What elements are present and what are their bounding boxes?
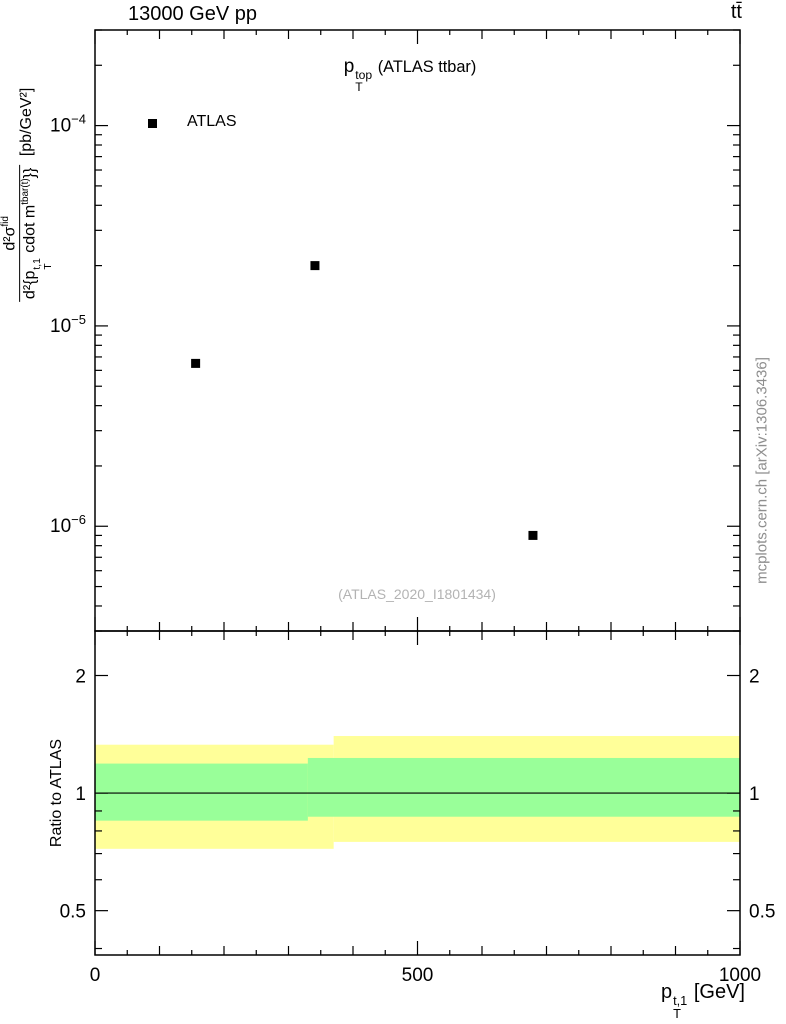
svg-text:10−4: 10−4 [50, 112, 86, 137]
svg-text:10−6: 10−6 [50, 512, 86, 537]
plot-title-scripts: top T [355, 69, 372, 93]
svg-text:1: 1 [749, 784, 760, 805]
ratio-axis-title: Ratio to ATLAS [48, 738, 65, 848]
numerator-base: d²σ [1, 226, 19, 251]
denominator-pt-scripts: t,1 T [32, 258, 54, 270]
y-axis-title: d²σfid d²{p t,1 T cdot mtbar(t)}} [pb/GeV²… [0, 32, 54, 362]
svg-text:0.5: 0.5 [749, 902, 775, 923]
y-axis-fraction: d²σfid d²{p t,1 T cdot mtbar(t)}} [0, 164, 54, 303]
svg-text:0: 0 [90, 965, 101, 986]
analysis-id-watermark: (ATLAS_2020_I1801434) [338, 586, 496, 602]
x-axis-title-scripts: t,1 T [673, 993, 688, 1021]
denominator-open: d²{p [21, 270, 39, 300]
y-axis-fraction-denominator: d²{p t,1 T cdot mtbar(t)}} [20, 165, 53, 302]
plot-title-base: p [343, 56, 355, 77]
svg-text:1000: 1000 [719, 965, 761, 986]
denominator-m-sup: tbar(t) [20, 178, 32, 205]
plot-title-sup: top [355, 67, 373, 82]
x-axis-title-sup: t,1 [673, 993, 688, 1009]
x-axis-title-sub: T [673, 1005, 681, 1021]
process-label: tt̄ [730, 1, 742, 23]
denominator-close: }} [21, 167, 39, 179]
y-axis-units: [pb/GeV²] [18, 87, 36, 161]
x-axis-title: p t,1 T [GeV] [661, 981, 745, 1021]
plot-title-rest: (ATLAS ttbar) [373, 58, 477, 76]
denominator-pt-sub: T [42, 263, 54, 270]
x-axis-title-base: p [660, 981, 673, 1003]
numerator-sup: fid [0, 216, 12, 227]
svg-text:10−5: 10−5 [50, 312, 86, 337]
svg-text:2: 2 [749, 667, 760, 688]
y-axis-fraction-numerator: d²σfid [0, 164, 21, 303]
denominator-pt-sup: t,1 [32, 258, 44, 270]
beam-energy-label: 13000 GeV pp [128, 3, 257, 25]
svg-text:1: 1 [75, 784, 86, 805]
svg-text:2: 2 [75, 667, 86, 688]
plot-title: p top T (ATLAS ttbar) [240, 56, 580, 93]
mcplots-arxiv-note: mcplots.cern.ch [arXiv:1306.3436] [753, 357, 771, 584]
plot-title-sub: T [355, 79, 363, 94]
denominator-mid: cdot m [21, 204, 39, 258]
svg-text:500: 500 [402, 965, 434, 986]
legend-entry-label: ATLAS [187, 113, 237, 130]
x-axis-title-rest: [GeV] [688, 981, 745, 1003]
svg-text:0.5: 0.5 [60, 902, 86, 923]
